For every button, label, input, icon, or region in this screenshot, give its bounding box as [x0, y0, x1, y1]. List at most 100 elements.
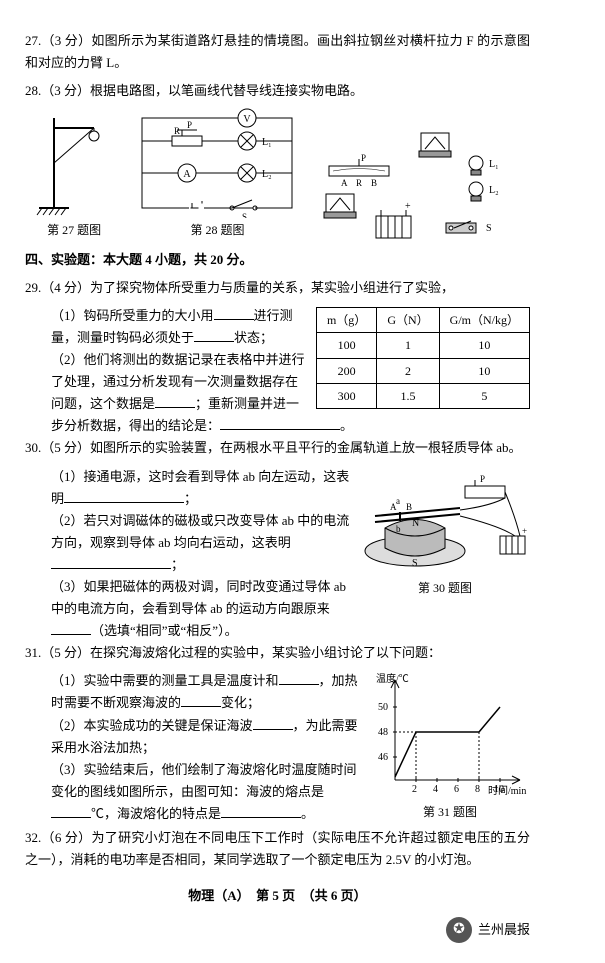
svg-text:S: S — [242, 212, 247, 218]
q-points: （5 分） — [41, 440, 90, 455]
q-points: （3 分） — [41, 33, 91, 48]
text: （2）若只对调磁体的磁极或只改变导体 ab 中的电流方向，观察到导体 ab 均向… — [51, 513, 349, 550]
svg-text:L₁: L₁ — [262, 137, 272, 148]
svg-text:L₂: L₂ — [262, 169, 272, 180]
q-num: 32. — [25, 830, 41, 845]
svg-text:6: 6 — [454, 784, 459, 795]
lamp-pole-diagram — [34, 108, 114, 218]
figure-28-components: ARBP L₁ L₂ + S — [321, 131, 521, 241]
q29-table: m（g）G（N）G/m（N/kg） 100110 200210 3001.55 — [316, 307, 530, 410]
figure-27: 第 27 题图 — [34, 108, 114, 240]
question-32: 32.（6 分）为了研究小灯泡在不同电压下工作时（实际电压不允许超过额定电压的五… — [25, 827, 530, 871]
fig30-caption: 第 30 题图 — [360, 578, 530, 598]
svg-text:S: S — [412, 558, 418, 569]
circuit-diagram: V R P L₁ A L₂ S — [132, 108, 302, 218]
svg-text:10: 10 — [494, 784, 504, 795]
svg-text:+: + — [405, 201, 411, 212]
q-text: 为了探究物体所受重力与质量的关系，某实验小组进行了实验， — [90, 280, 454, 295]
question-27: 27.（3 分）如图所示为某街道路灯悬挂的情境图。画出斜拉钢丝对横杆拉力 F 的… — [25, 30, 530, 74]
svg-text:P: P — [361, 153, 366, 163]
figure-31: 温度/℃ 时间/min 50 48 46 2 4 6 8 10 第 31 题图 — [370, 670, 530, 822]
svg-text:L₂: L₂ — [489, 185, 499, 196]
text: （3）实验结束后，他们绘制了海波熔化时温度随时间变化的图线如图所示，由图可知：海… — [51, 762, 357, 799]
svg-text:a: a — [396, 496, 400, 506]
svg-text:+: + — [522, 526, 527, 536]
text: （选填“相同”或“相反”）。 — [91, 623, 238, 638]
q-text: 根据电路图，以笔画线代替导线连接实物电路。 — [90, 83, 363, 98]
svg-text:46: 46 — [378, 752, 388, 763]
figure-28-circuit: V R P L₁ A L₂ S 第 28 题图 — [132, 108, 302, 240]
svg-text:8: 8 — [475, 784, 480, 795]
td: 100 — [316, 333, 376, 358]
blank-field[interactable] — [64, 489, 184, 503]
svg-text:48: 48 — [378, 727, 388, 738]
question-28: 28.（3 分）根据电路图，以笔画线代替导线连接实物电路。 — [25, 80, 530, 102]
fig31-caption: 第 31 题图 — [370, 802, 530, 822]
fig27-caption: 第 27 题图 — [34, 220, 114, 240]
blank-field[interactable] — [194, 328, 234, 342]
blank-field[interactable] — [253, 716, 293, 730]
text: 变化； — [221, 695, 260, 710]
svg-text:R: R — [356, 178, 362, 188]
blank-field[interactable] — [221, 804, 301, 818]
svg-text:P: P — [480, 474, 485, 484]
blank-field[interactable] — [51, 804, 91, 818]
q-points: （4 分） — [41, 280, 90, 295]
svg-text:L₁: L₁ — [489, 159, 499, 170]
th: G/m（N/kg） — [439, 307, 529, 332]
q-text: 如图所示为某街道路灯悬挂的情境图。画出斜拉钢丝对横杆拉力 F 的示意图和对应的力… — [25, 33, 530, 70]
svg-text:2: 2 — [412, 784, 417, 795]
question-30: 30.（5 分）如图所示的实验装置，在两根水平且平行的金属轨道上放一根轻质导体 … — [25, 437, 530, 459]
q-num: 27. — [25, 33, 41, 48]
th: m（g） — [316, 307, 376, 332]
section-4-header: 四、实验题：本大题 4 小题，共 20 分。 — [25, 249, 530, 271]
blank-field[interactable] — [279, 671, 319, 685]
td: 10 — [439, 333, 529, 358]
blank-field[interactable] — [51, 555, 171, 569]
q-num: 30. — [25, 440, 41, 455]
watermark-text: 兰州晨报 — [478, 919, 530, 941]
svg-text:A: A — [184, 169, 192, 180]
q-num: 31. — [25, 645, 41, 660]
td: 5 — [439, 384, 529, 409]
q-points: （6 分） — [41, 830, 91, 845]
svg-text:B: B — [371, 178, 377, 188]
q-num: 28. — [25, 83, 41, 98]
q-text: 如图所示的实验装置，在两根水平且平行的金属轨道上放一根轻质导体 ab。 — [90, 440, 522, 455]
svg-text:温度/℃: 温度/℃ — [376, 672, 409, 685]
blank-field[interactable] — [51, 621, 91, 635]
svg-text:N: N — [412, 518, 419, 529]
wechat-icon: ✪ — [446, 917, 472, 943]
components-diagram: ARBP L₁ L₂ + S — [321, 131, 521, 241]
td: 1 — [377, 333, 439, 358]
blank-field[interactable] — [155, 394, 195, 408]
fig28-caption: 第 28 题图 — [132, 220, 302, 240]
td: 2 — [377, 358, 439, 383]
melting-chart: 温度/℃ 时间/min 50 48 46 2 4 6 8 10 — [370, 670, 530, 800]
blank-field[interactable] — [220, 416, 340, 430]
text: （1）实验中需要的测量工具是温度计和 — [51, 673, 279, 688]
q-num: 29. — [25, 280, 41, 295]
td: 200 — [316, 358, 376, 383]
svg-text:50: 50 — [378, 702, 388, 713]
page-footer: 物理（A） 第 5 页 （共 6 页） — [25, 885, 530, 907]
th: G（N） — [377, 307, 439, 332]
question-29: 29.（4 分）为了探究物体所受重力与质量的关系，某实验小组进行了实验， — [25, 277, 530, 299]
svg-text:b: b — [396, 524, 401, 534]
magnet-rail-diagram: NS AB ab P + — [360, 466, 530, 576]
svg-text:S: S — [486, 223, 492, 234]
q-points: （5 分） — [41, 645, 90, 660]
text: （1）钩码所受重力的大小用 — [51, 308, 214, 323]
td: 10 — [439, 358, 529, 383]
blank-field[interactable] — [181, 693, 221, 707]
figure-30: NS AB ab P + 第 30 题图 — [360, 466, 530, 598]
q-text: 为了研究小灯泡在不同电压下工作时（实际电压不允许超过额定电压的五分之一），消耗的… — [25, 830, 530, 867]
figure-row-27-28: 第 27 题图 V R P L₁ A L₂ S 第 28 题图 ARBP L₁ … — [25, 108, 530, 240]
svg-text:R: R — [174, 126, 180, 136]
q-text: 在探究海波熔化过程的实验中，某实验小组讨论了以下问题： — [90, 645, 441, 660]
text: ℃，海波熔化的特点是 — [91, 806, 221, 821]
svg-text:V: V — [244, 114, 252, 125]
svg-text:4: 4 — [433, 784, 438, 795]
svg-text:P: P — [187, 120, 192, 130]
blank-field[interactable] — [214, 306, 254, 320]
